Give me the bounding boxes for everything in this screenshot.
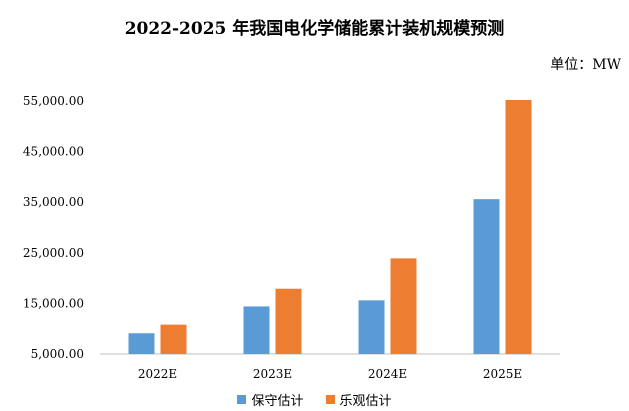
- bar-conservative: [243, 306, 270, 354]
- bar-conservative: [358, 300, 385, 354]
- y-tick-label: 5,000.00: [31, 347, 84, 361]
- legend: 保守估计 乐观估计: [0, 390, 629, 409]
- chart-title: 2022-2025 年我国电化学储能累计装机规模预测: [124, 19, 505, 39]
- x-tick-label: 2024E: [368, 367, 407, 381]
- bar-conservative: [473, 199, 500, 354]
- bar-optimistic: [160, 324, 187, 354]
- y-tick-label: 15,000.00: [23, 296, 84, 310]
- bar-optimistic: [390, 258, 417, 354]
- bar-optimistic: [275, 288, 302, 354]
- legend-swatch-optimistic: [325, 395, 335, 404]
- bar-optimistic: [505, 99, 532, 354]
- legend-label-optimistic: 乐观估计: [339, 394, 392, 409]
- legend-item-conservative: 保守估计: [237, 390, 304, 409]
- legend-item-optimistic: 乐观估计: [325, 390, 392, 409]
- bar-conservative: [128, 333, 155, 354]
- x-tick-label: 2025E: [483, 367, 522, 381]
- legend-swatch-conservative: [237, 395, 247, 404]
- unit-label: 单位：MW: [550, 57, 621, 73]
- y-tick-label: 55,000.00: [23, 94, 84, 108]
- y-tick-label: 45,000.00: [23, 145, 84, 159]
- x-tick-label: 2023E: [253, 367, 292, 381]
- y-tick-label: 35,000.00: [23, 195, 84, 209]
- y-tick-label: 25,000.00: [23, 246, 84, 260]
- x-tick-label: 2022E: [138, 367, 177, 381]
- legend-label-conservative: 保守估计: [251, 394, 304, 409]
